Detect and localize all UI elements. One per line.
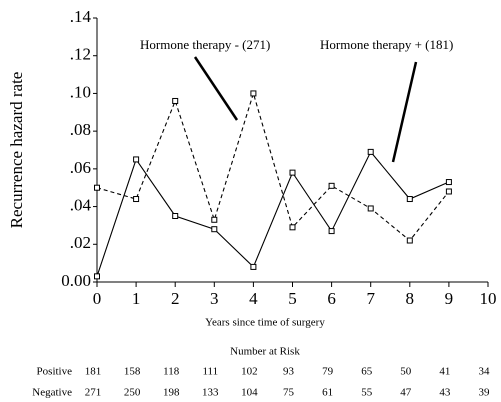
pointer [193,56,239,121]
point [328,182,335,189]
point [94,184,100,191]
y-axis-label: Recurrence hazard rate [7,72,26,229]
y-tick-label: .06 [70,158,91,177]
risk-table-title: Number at Risk [230,346,300,358]
risk-value: 250 [124,387,141,399]
risk-value: 39 [479,387,491,399]
point [445,179,452,186]
x-axis-label: Years since time of surgery [205,317,325,329]
point [367,205,374,212]
risk-value: 41 [439,366,450,378]
risk-value: 55 [361,387,373,399]
risk-value: 47 [400,387,412,399]
point [328,228,335,235]
risk-value: 181 [85,366,102,378]
risk-value: 133 [202,387,219,399]
y-tick-label: .12 [70,45,91,64]
risk-value: 79 [322,366,334,378]
point [250,263,257,270]
x-tick-label: 6 [327,289,336,308]
x-tick-label: 3 [210,289,219,308]
risk-value: 61 [322,387,333,399]
x-tick-label: 5 [288,289,297,308]
risk-value: 50 [400,366,412,378]
point [289,224,296,231]
point [133,156,140,163]
risk-value: 93 [283,366,295,378]
series-line [96,91,450,242]
point [211,226,218,233]
risk-value: 271 [85,387,102,399]
risk-value: 75 [283,387,295,399]
risk-value: 198 [163,387,180,399]
point [367,148,374,155]
point [406,237,413,244]
series-line [96,150,450,277]
point [94,273,100,280]
y-tick-label: .02 [70,233,91,252]
risk-value: 43 [439,387,451,399]
pointer [391,61,418,163]
y-tick-label: 0.00 [61,271,91,290]
x-tick-label: 8 [406,289,415,308]
point [172,213,179,219]
point [289,169,296,176]
x-tick-label: 4 [249,289,258,308]
risk-value: 34 [479,366,491,378]
y-tick-label: .14 [70,7,92,26]
point [250,90,257,97]
risk-value: 102 [241,366,258,378]
x-tick-label: 10 [480,289,497,308]
risk-value: 111 [202,366,218,378]
x-tick-label: 2 [171,289,180,308]
x-tick-label: 1 [132,289,141,308]
annotation: Hormone therapy - (271) [140,37,270,52]
point [172,97,179,104]
x-tick-label: 0 [93,289,102,308]
point [406,196,413,203]
y-tick-label: .04 [70,195,92,214]
y-tick-label: .08 [70,120,91,139]
point [445,188,452,195]
x-tick-label: 9 [445,289,454,308]
point [133,196,140,203]
x-tick-label: 7 [366,289,375,308]
y-tick-label: .10 [70,82,91,101]
risk-value: 65 [361,366,373,378]
risk-value: 118 [163,366,180,378]
annotation: Hormone therapy + (181) [320,37,453,52]
risk-row-label: Positive [37,366,73,378]
point [211,216,218,223]
risk-row-label: Negative [32,387,72,399]
risk-value: 104 [241,387,258,399]
risk-value: 158 [124,366,141,378]
